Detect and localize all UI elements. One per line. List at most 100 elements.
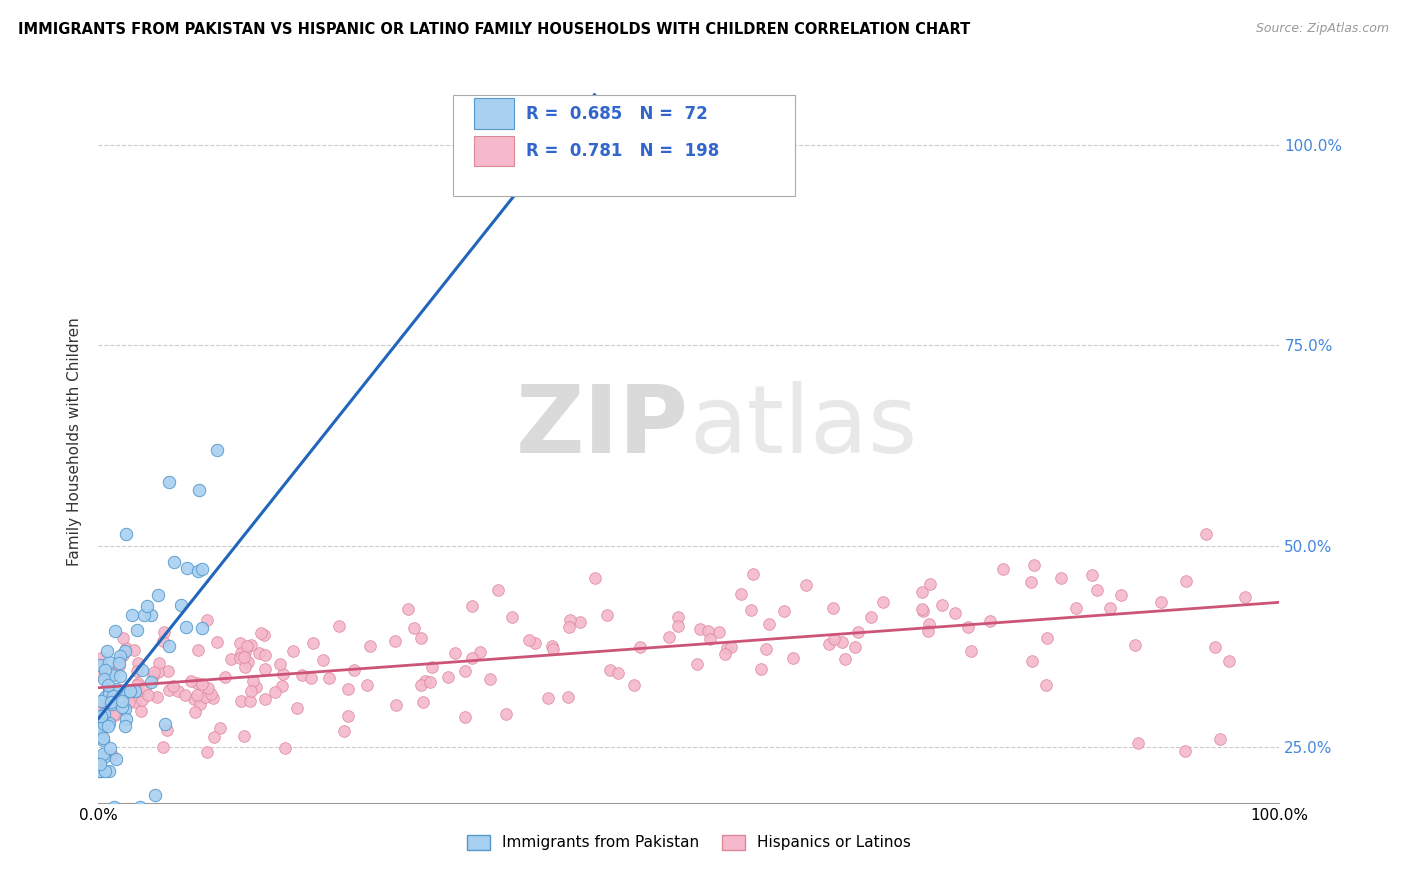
Point [118,695,141,709]
Text: IMMIGRANTS FROM PAKISTAN VS HISPANIC OR LATINO FAMILY HOUSEHOLDS WITH CHILDREN C: IMMIGRANTS FROM PAKISTAN VS HISPANIC OR … [18,22,970,37]
Point [93,707,115,722]
Point [142,669,165,683]
Point [89,757,111,772]
Point [872,595,894,609]
Point [114,640,136,655]
Point [844,640,866,654]
Point [143,665,166,680]
Point [1081,568,1104,582]
Point [1204,640,1226,654]
Text: R =  0.685   N =  72: R = 0.685 N = 72 [526,104,707,122]
Point [253,691,276,706]
Point [148,656,170,670]
Point [229,646,252,660]
Point [98,687,121,701]
Point [1123,638,1146,652]
Point [200,687,222,701]
Point [194,690,217,705]
Point [114,719,136,733]
Point [956,620,979,634]
Point [501,610,523,624]
Point [110,648,132,663]
Point [1064,601,1087,615]
Point [384,634,406,648]
Point [125,665,148,679]
Text: ZIP: ZIP [516,381,689,473]
Point [846,624,869,639]
Point [486,582,509,597]
Point [233,645,256,659]
Point [209,721,232,735]
Point [249,626,271,640]
Point [232,650,254,665]
Text: Source: ZipAtlas.com: Source: ZipAtlas.com [1256,22,1389,36]
Point [599,663,621,677]
Point [772,604,794,618]
Point [236,639,259,653]
Point [666,618,689,632]
Point [461,651,484,665]
Point [749,663,772,677]
Point [517,633,540,648]
Point [436,670,458,684]
Point [115,712,138,726]
Point [1098,601,1121,615]
Point [101,668,124,682]
Point [336,682,359,697]
Point [93,732,115,747]
Point [100,695,122,709]
Point [1195,526,1218,541]
Point [187,643,209,657]
Point [219,652,242,666]
Point [1126,735,1149,749]
Point [245,680,267,694]
Point [253,628,276,642]
Point [131,664,153,678]
Point [242,674,264,689]
Point [236,656,259,670]
Point [537,691,560,706]
Point [607,666,630,681]
Point [129,704,152,718]
Point [782,651,804,665]
Point [187,564,209,578]
Point [917,624,939,638]
Point [409,678,432,692]
Point [124,695,146,709]
Point [1218,654,1240,668]
Point [89,764,111,778]
Point [103,800,125,814]
Point [264,685,287,699]
Point [90,657,112,672]
Point [108,684,131,698]
Point [911,602,934,616]
Point [186,688,208,702]
Point [90,709,112,723]
Point [136,688,159,702]
Point [146,665,169,680]
Point [132,608,155,623]
Point [174,689,197,703]
Point [523,636,546,650]
Point [120,684,142,698]
Point [89,751,111,765]
Point [195,745,218,759]
Point [1021,654,1043,668]
Legend: Immigrants from Pakistan, Hispanics or Latinos: Immigrants from Pakistan, Hispanics or L… [461,829,917,856]
Point [127,656,149,670]
Point [188,698,211,712]
Point [157,475,180,489]
Point [1209,731,1232,746]
Point [1085,583,1108,598]
Point [112,648,135,663]
Point [402,621,425,635]
Point [240,639,263,653]
Point [699,632,721,647]
Point [979,615,1001,629]
Point [89,667,111,681]
Point [713,647,735,661]
Point [157,639,180,653]
Point [114,644,136,658]
Point [115,527,138,541]
Point [818,637,841,651]
